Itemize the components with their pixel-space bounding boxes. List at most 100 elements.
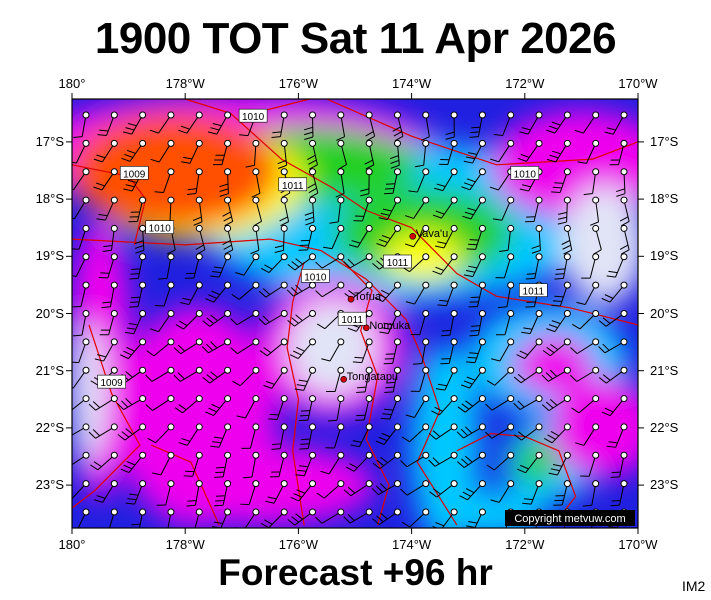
wind-barb bbox=[212, 139, 232, 166]
wind-barb bbox=[583, 168, 600, 196]
wind-barb bbox=[569, 366, 600, 382]
wind-barb bbox=[375, 423, 401, 445]
wind-barb bbox=[72, 480, 90, 500]
wind-barb bbox=[222, 196, 234, 227]
wind-barb bbox=[222, 224, 234, 255]
wind-barb bbox=[376, 224, 401, 247]
wind-barb bbox=[383, 338, 401, 365]
wind-barb bbox=[459, 480, 486, 501]
wind-barb bbox=[72, 281, 90, 308]
wind-barb bbox=[378, 196, 401, 221]
wind-barb bbox=[551, 281, 571, 307]
lon-label-bottom: 178°W bbox=[165, 537, 205, 552]
wind-barb bbox=[485, 423, 515, 439]
wind-barb bbox=[77, 508, 90, 528]
wind-barb bbox=[230, 338, 260, 355]
wind-barb bbox=[542, 338, 571, 357]
isobar-label: 1009 bbox=[119, 166, 149, 180]
wind-barb bbox=[154, 168, 175, 193]
lat-label-right: 20°S bbox=[650, 305, 679, 321]
wind-barb bbox=[298, 395, 317, 422]
wind-barb bbox=[554, 253, 571, 280]
isobar-line-7 bbox=[72, 324, 141, 509]
wind-barb bbox=[167, 508, 175, 528]
wind-barb bbox=[294, 366, 317, 391]
lon-label-bottom: 172°W bbox=[505, 537, 545, 552]
wind-barb bbox=[102, 224, 118, 252]
wind-barb bbox=[432, 508, 458, 528]
wind-barb bbox=[129, 281, 147, 308]
wind-barb bbox=[131, 508, 147, 528]
wind-barb bbox=[410, 310, 430, 336]
wind-barb bbox=[252, 196, 263, 227]
wind-barb bbox=[73, 310, 90, 337]
wind-barb bbox=[521, 310, 543, 335]
wind-barb bbox=[495, 310, 515, 336]
place-label: Tofua bbox=[354, 291, 381, 304]
wind-barb bbox=[258, 310, 288, 326]
lon-label-top: 174°W bbox=[392, 76, 432, 91]
wind-barb bbox=[374, 281, 401, 302]
wind-barb bbox=[178, 423, 203, 446]
isobar-label: 1011 bbox=[337, 311, 367, 326]
wind-barb bbox=[517, 139, 543, 162]
wind-barb bbox=[72, 139, 90, 164]
wind-barb bbox=[466, 224, 486, 250]
island-marker bbox=[409, 232, 417, 240]
wind-barb bbox=[598, 366, 628, 384]
wind-barb bbox=[303, 111, 317, 140]
wind-barb bbox=[486, 451, 515, 471]
wind-barb bbox=[561, 224, 573, 255]
wind-barb bbox=[405, 281, 430, 305]
wind-barb bbox=[194, 508, 203, 528]
wind-barb bbox=[205, 281, 232, 303]
wind-barb bbox=[183, 451, 203, 477]
wind-barb bbox=[73, 111, 90, 138]
wind-barb bbox=[513, 366, 543, 384]
wind-barb bbox=[525, 196, 543, 223]
wind-barb bbox=[486, 366, 515, 386]
wind-barb bbox=[531, 224, 543, 254]
isobar-line-2 bbox=[326, 99, 638, 166]
wind-barb bbox=[307, 168, 319, 198]
wind-barb bbox=[120, 451, 147, 474]
wind-barb bbox=[232, 366, 260, 387]
wind-barb bbox=[469, 310, 486, 337]
wind-barb bbox=[428, 451, 458, 467]
wind-barb bbox=[571, 395, 600, 414]
wind-barb bbox=[546, 111, 571, 134]
wind-barb bbox=[412, 338, 430, 365]
wind-barb bbox=[245, 139, 260, 168]
wind-barb bbox=[323, 224, 345, 250]
lat-label-left: 18°S bbox=[35, 191, 64, 207]
wind-barb bbox=[72, 253, 90, 278]
wind-barb bbox=[576, 281, 600, 305]
wind-barb bbox=[348, 224, 373, 248]
svg-text:1011: 1011 bbox=[282, 181, 304, 192]
wind-barb bbox=[214, 451, 232, 478]
wind-barb bbox=[352, 338, 373, 364]
wind-barb bbox=[408, 168, 430, 193]
wind-barb bbox=[440, 338, 458, 365]
wind-barb bbox=[241, 423, 260, 449]
copyright-box bbox=[505, 510, 635, 526]
wind-barb bbox=[184, 253, 203, 279]
wind-barb bbox=[410, 366, 430, 392]
wind-barb bbox=[269, 451, 288, 478]
wind-barb bbox=[609, 139, 628, 166]
wind-barb bbox=[152, 451, 175, 476]
wind-barb bbox=[93, 168, 118, 191]
svg-text:1011: 1011 bbox=[341, 315, 363, 326]
wind-barb bbox=[570, 338, 600, 355]
wind-barb bbox=[606, 253, 628, 278]
wind-barb bbox=[326, 366, 345, 392]
place-label: Tongatapu bbox=[346, 371, 399, 384]
lon-label-top: 180° bbox=[58, 76, 86, 91]
wind-barb bbox=[145, 366, 175, 382]
wind-barb bbox=[186, 480, 203, 507]
isobar-label: 1010 bbox=[145, 220, 175, 235]
wind-barb bbox=[231, 281, 260, 300]
wind-barb bbox=[116, 395, 147, 411]
wind-barb bbox=[460, 366, 486, 389]
